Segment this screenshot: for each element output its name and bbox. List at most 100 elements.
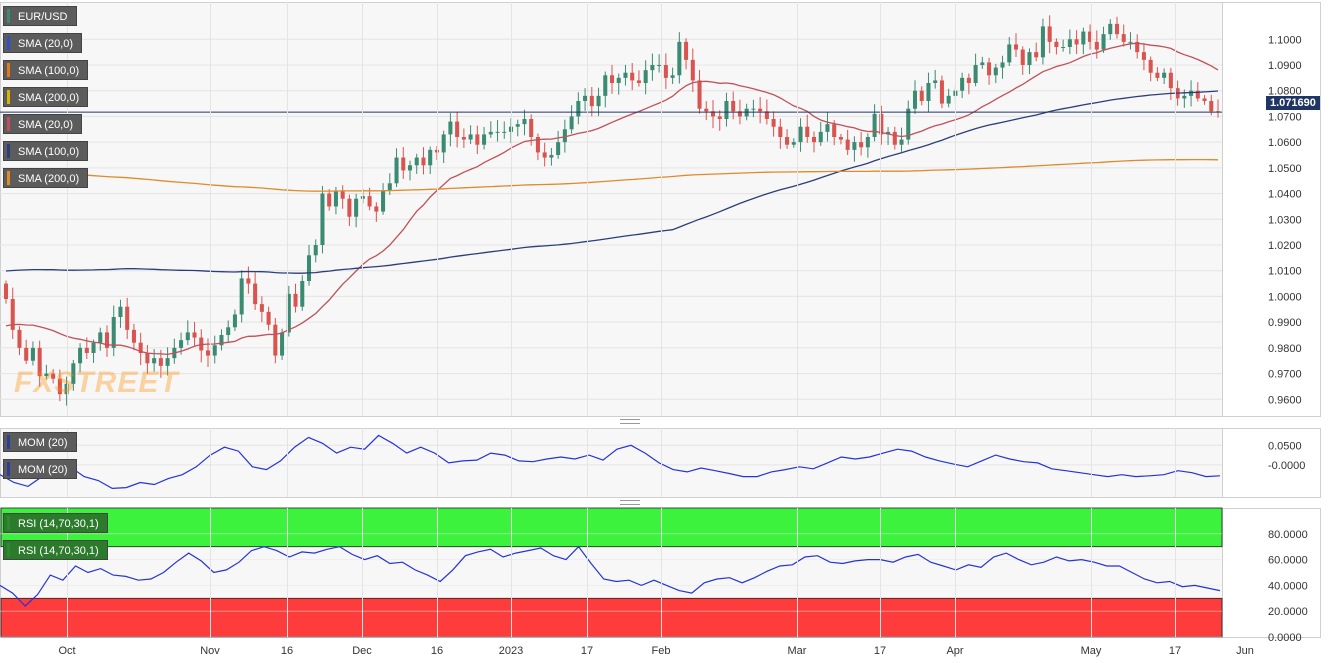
candle-body [798,126,803,143]
panel-background [0,428,1223,498]
legend-swatch [7,462,10,476]
candle-body [785,137,790,145]
candle-body [933,80,938,83]
candle-body [37,347,42,377]
candle-body [219,335,224,346]
candle-body [946,95,951,104]
legend-entry[interactable]: MOM (20) [3,459,77,479]
candle-body [280,332,285,356]
candle-body [771,119,776,127]
candle-body [1074,39,1079,45]
candle-body [657,65,662,66]
candle-body [778,126,783,137]
candle-body [482,134,487,145]
candle-body [623,72,628,78]
candle-body [1195,90,1200,99]
candle-body [488,131,493,135]
legend-entry[interactable]: SMA (200,0) [3,168,89,188]
candle-body [805,126,810,137]
legend-swatch [7,144,10,158]
y-tick-label: 0.0500 [1268,440,1302,452]
legend-entry[interactable]: RSI (14,70,30,1) [3,540,108,560]
candle-body [266,311,271,325]
candle-body [327,193,332,207]
candle-body [980,62,985,65]
candle-body [515,124,520,127]
candle-body [919,90,924,101]
candle-body [1054,41,1059,47]
candle-body [104,332,110,348]
legend-entry[interactable]: MOM (20) [3,432,77,452]
candle-body [912,90,918,109]
candle-body [838,137,843,140]
legend-label: MOM (20) [18,464,68,476]
candle-body [273,324,278,356]
panel-resize-handle[interactable] [620,419,640,424]
candle-body [118,306,123,317]
candle-body [529,119,534,137]
legend-entry[interactable]: SMA (20,0) [3,114,83,134]
candle-body [414,157,419,166]
candle-body [84,347,89,353]
candle-body [259,304,264,312]
x-tick-label: Apr [946,645,963,657]
legend-swatch [7,117,10,131]
candle-body [138,342,143,353]
candle-body [78,347,83,364]
candle-body [939,80,944,104]
price-scale-area [1222,2,1321,417]
candle-body [1034,52,1039,58]
legend-label: SMA (100,0) [18,65,80,77]
candle-body [724,101,729,119]
x-tick-label: 2023 [499,645,523,657]
candle-body [71,363,76,384]
candle-body [10,299,15,330]
momentum-line [0,434,1221,490]
y-tick-label: 1.0200 [1268,240,1302,252]
candle-body [1108,23,1113,35]
candle-body [374,206,379,212]
candle-body [340,191,345,199]
y-tick-label: 1.0100 [1268,266,1302,278]
candle-body [1047,26,1052,42]
legend-entry[interactable]: EUR/USD [3,6,77,26]
legend-swatch [7,90,10,104]
legend-entry[interactable]: RSI (14,70,30,1) [3,513,108,533]
candle-body [57,378,62,395]
candle-body [253,283,258,305]
legend-swatch [7,171,10,185]
x-tick-label: Nov [200,645,220,657]
candle-body [1114,23,1120,35]
panel-resize-handle[interactable] [620,500,640,505]
candle-body [1088,31,1093,42]
candle-body [758,108,763,112]
candle-body [576,101,581,117]
candle-body [825,124,830,132]
candle-body [306,255,312,281]
legend-entry[interactable]: SMA (100,0) [3,60,89,80]
candle-body [1000,62,1005,68]
candle-body [3,283,9,299]
candle-body [434,149,439,153]
y-tick-label: 0.9700 [1268,369,1302,381]
candle-body [960,77,965,91]
candle-body [731,101,736,112]
candle-body [670,75,675,78]
x-tick-label: 16 [431,645,443,657]
candle-body [892,131,897,145]
candle-body [387,183,392,191]
candle-body [1128,41,1133,43]
legend-entry[interactable]: SMA (20,0) [3,33,83,53]
candle-body [751,108,756,110]
rsi-panel: 80.0000 60.0000 40.0000 20.0000 0.0000 [0,507,1321,644]
legend-entry[interactable]: SMA (200,0) [3,87,89,107]
legend-entry[interactable]: SMA (100,0) [3,141,89,161]
fxstreet-watermark: FXSTREET [14,366,179,399]
candle-body [131,329,136,343]
y-tick-label: 1.1000 [1268,34,1302,46]
candle-body [1182,95,1187,99]
last-price-badge: 1.071690 [1266,96,1320,110]
candle-body [293,293,298,307]
candle-body [1081,31,1086,45]
